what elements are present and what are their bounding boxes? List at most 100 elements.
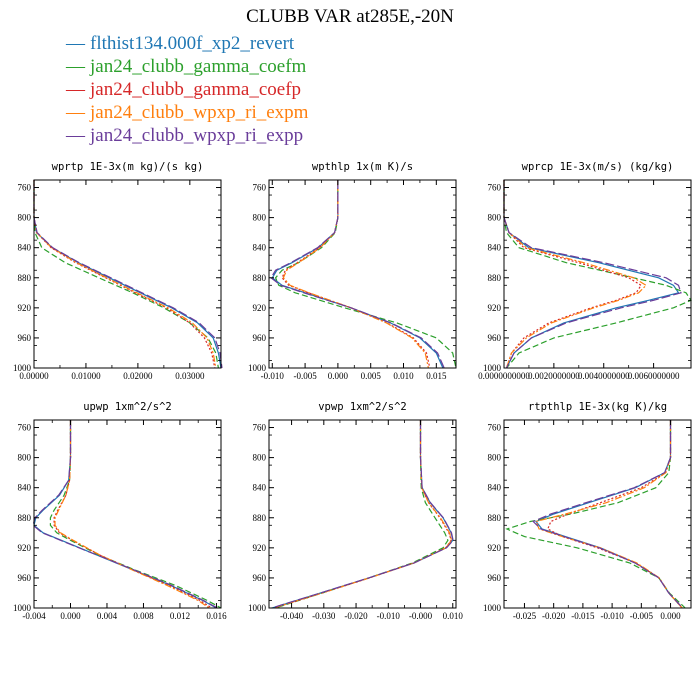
rtpthlp-xtick-label: -0.025 — [513, 611, 537, 621]
legend-dash: — — [66, 33, 85, 54]
rtpthlp-xtick-label: 0.000 — [660, 611, 681, 621]
rtpthlp-xtick-label: -0.010 — [600, 611, 624, 621]
vpwp-xtick-label: -0.040 — [280, 611, 304, 621]
wprcp-ytick-label: 960 — [488, 333, 502, 343]
wprtp-xtick-label: 0.02000 — [123, 371, 153, 381]
upwp-xtick-label: 0.000 — [60, 611, 81, 621]
wprcp-series-line — [503, 180, 692, 369]
wprcp-xtick-label: 0.0060000000 — [628, 371, 680, 381]
upwp-series-line — [32, 420, 218, 609]
wprtp-series-line — [33, 180, 216, 369]
vpwp-xtick-label: 0.010 — [443, 611, 464, 621]
vpwp-ytick-label: 1000 — [248, 603, 267, 613]
wprcp-xtick-label: 0.0000000000 — [478, 371, 530, 381]
upwp-title: upwp 1xm^2/s^2 — [83, 401, 172, 413]
wprtp-title: wprtp 1E-3x(m kg)/(s kg) — [52, 161, 204, 173]
wprtp-xtick-label: 0.00000 — [19, 371, 49, 381]
wprcp-title: wprcp 1E-3x(m/s) (kg/kg) — [522, 161, 674, 173]
rtpthlp-series-line — [547, 420, 683, 609]
vpwp-ytick-label: 800 — [253, 453, 267, 463]
upwp-xtick-label: 0.016 — [206, 611, 227, 621]
legend-label: flthist134.000f_xp2_revert — [90, 33, 295, 54]
wprtp-series-line — [33, 180, 222, 369]
rtpthlp-series-line — [532, 420, 684, 609]
legend-item: — jan24_clubb_wpxp_ri_expm — [66, 101, 308, 124]
wpthlp-ytick-label: 920 — [253, 303, 267, 313]
rtpthlp-xtick-label: -0.005 — [630, 611, 654, 621]
wprtp-ytick-label: 760 — [18, 183, 32, 193]
wpthlp-xtick-label: 0.000 — [328, 371, 349, 381]
wpthlp-xtick-label: 0.005 — [361, 371, 382, 381]
wpthlp-series-line — [281, 180, 431, 369]
wprtp-xtick-label: 0.03000 — [175, 371, 205, 381]
wpthlp-xtick-label: 0.010 — [393, 371, 414, 381]
wpthlp-ytick-label: 1000 — [248, 363, 267, 373]
legend-dash: — — [66, 102, 85, 123]
wpthlp-ytick-label: 840 — [253, 243, 267, 253]
legend-item: — jan24_clubb_gamma_coefp — [66, 78, 308, 101]
upwp-series-line — [54, 420, 210, 609]
rtpthlp-ytick-label: 960 — [488, 573, 502, 583]
wprcp-series-line — [503, 180, 648, 369]
rtpthlp-ytick-label: 760 — [488, 423, 502, 433]
wprtp-ytick-label: 800 — [18, 213, 32, 223]
vpwp-title: vpwp 1xm^2/s^2 — [318, 401, 407, 413]
upwp-ytick-label: 760 — [18, 423, 32, 433]
wpthlp-ytick-label: 960 — [253, 333, 267, 343]
rtpthlp-xtick-label: -0.015 — [571, 611, 595, 621]
vpwp-ytick-label: 920 — [253, 543, 267, 553]
upwp-xtick-label: 0.008 — [133, 611, 154, 621]
vpwp-xtick-label: -0.020 — [344, 611, 368, 621]
wprcp-ytick-label: 760 — [488, 183, 502, 193]
rtpthlp-frame — [503, 419, 692, 609]
wprtp-series-line — [33, 180, 223, 369]
upwp-series-line — [33, 420, 217, 609]
upwp-xtick-label: 0.004 — [97, 611, 118, 621]
vpwp-xtick-label: -0.010 — [377, 611, 401, 621]
wpthlp-frame — [268, 179, 457, 369]
vpwp-ytick-label: 880 — [253, 513, 267, 523]
vpwp-frame — [268, 419, 457, 609]
wprtp-ytick-label: 920 — [18, 303, 32, 313]
vpwp-series-line — [271, 420, 454, 609]
wprcp-ytick-label: 840 — [488, 243, 502, 253]
legend-label: jan24_clubb_gamma_coefm — [90, 56, 307, 77]
upwp-ytick-label: 960 — [18, 573, 32, 583]
legend-dash: — — [66, 125, 85, 146]
upwp-series-line — [49, 420, 222, 609]
wpthlp-ytick-label: 880 — [253, 273, 267, 283]
wprtp-ytick-label: 880 — [18, 273, 32, 283]
wprtp-ytick-label: 1000 — [13, 363, 32, 373]
upwp-xtick-label: -0.004 — [22, 611, 46, 621]
upwp-series-line — [53, 420, 213, 609]
rtpthlp-ytick-label: 1000 — [483, 603, 502, 613]
legend-dash: — — [66, 56, 85, 77]
wprcp-ytick-label: 1000 — [483, 363, 502, 373]
rtpthlp-ytick-label: 880 — [488, 513, 502, 523]
vpwp-series-line — [273, 420, 452, 609]
rtpthlp-ytick-label: 840 — [488, 483, 502, 493]
wpthlp-series-line — [271, 180, 444, 369]
wprcp-frame — [503, 179, 692, 369]
legend: — flthist134.000f_xp2_revert — jan24_clubb… — [66, 32, 308, 147]
vpwp-xtick-label: -0.030 — [312, 611, 336, 621]
upwp-frame — [33, 419, 222, 609]
wprcp-ytick-label: 880 — [488, 273, 502, 283]
upwp-ytick-label: 1000 — [13, 603, 32, 613]
wprtp-series-line — [33, 180, 219, 369]
wpthlp-xtick-label: -0.005 — [293, 371, 317, 381]
vpwp-ytick-label: 840 — [253, 483, 267, 493]
wpthlp-title: wpthlp 1x(m K)/s — [312, 161, 413, 173]
rtpthlp-title: rtpthlp 1E-3x(kg K)/kg — [528, 401, 667, 413]
vpwp-ytick-label: 960 — [253, 573, 267, 583]
wprcp-series-line — [503, 180, 682, 369]
legend-label: jan24_clubb_wpxp_ri_expp — [90, 125, 304, 146]
wpthlp-ytick-label: 800 — [253, 213, 267, 223]
wprcp-xtick-label: 0.0040000000 — [578, 371, 630, 381]
vpwp-ytick-label: 760 — [253, 423, 267, 433]
chart-main-title: CLUBB VAR at285E,-20N — [246, 6, 454, 27]
legend-item: — jan24_clubb_wpxp_ri_expp — [66, 124, 308, 147]
legend-dash: — — [66, 79, 85, 100]
wprtp-xtick-label: 0.01000 — [71, 371, 101, 381]
wpthlp-xtick-label: 0.015 — [426, 371, 447, 381]
